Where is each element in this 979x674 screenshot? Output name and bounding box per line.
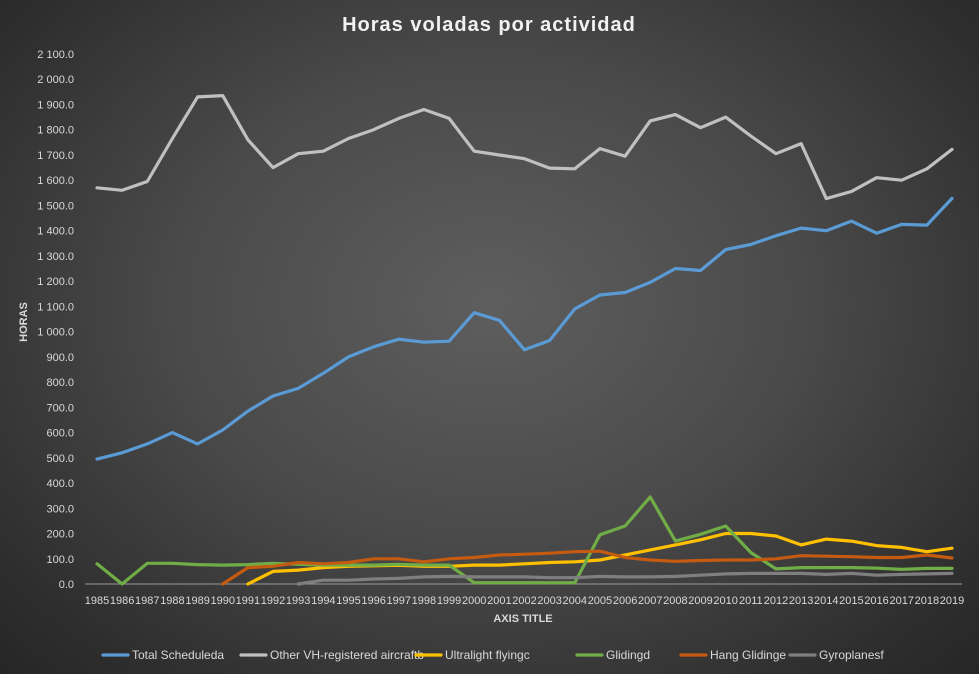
x-tick-label: 1994 xyxy=(311,595,335,607)
y-tick-label: 1 300.0 xyxy=(37,251,74,263)
x-tick-label: 2012 xyxy=(764,595,788,607)
y-tick-label: 1 000.0 xyxy=(37,327,74,339)
y-axis-title: HORAS xyxy=(18,302,30,342)
x-axis-title: AXIS TITLE xyxy=(493,613,552,625)
x-tick-label: 2010 xyxy=(713,595,737,607)
y-tick-label: 700.0 xyxy=(46,402,74,414)
x-axis-tick-labels: 1985 1986 1987 1988 1989 1990 1991 1992 1993 1994… xyxy=(85,595,964,607)
y-tick-label: 2 000.0 xyxy=(37,74,74,86)
x-tick-label: 2013 xyxy=(789,595,813,607)
legend-label: Gyroplanesf xyxy=(819,648,884,662)
x-tick-label: 1999 xyxy=(437,595,461,607)
x-tick-label: 2005 xyxy=(588,595,612,607)
x-tick-label: 2017 xyxy=(889,595,913,607)
y-tick-label: 100.0 xyxy=(46,554,74,566)
x-tick-label: 2000 xyxy=(462,595,486,607)
x-tick-label: 2002 xyxy=(512,595,536,607)
x-tick-label: 2018 xyxy=(915,595,939,607)
x-tick-label: 1988 xyxy=(160,595,184,607)
x-tick-label: 1997 xyxy=(387,595,411,607)
y-tick-label: 900.0 xyxy=(46,352,74,364)
chart-title: Horas voladas por actividad xyxy=(342,14,636,36)
y-tick-label: 0.0 xyxy=(59,579,74,591)
x-tick-label: 2004 xyxy=(563,595,587,607)
y-tick-label: 800.0 xyxy=(46,377,74,389)
x-tick-label: 2015 xyxy=(839,595,863,607)
x-tick-label: 1986 xyxy=(110,595,134,607)
x-tick-label: 1996 xyxy=(361,595,385,607)
x-tick-label: 1992 xyxy=(261,595,285,607)
series-line-6 xyxy=(296,571,954,586)
y-tick-label: 1 100.0 xyxy=(37,301,74,313)
x-tick-label: 2019 xyxy=(940,595,964,607)
y-tick-label: 400.0 xyxy=(46,478,74,490)
series-line-5 xyxy=(221,549,954,586)
y-tick-label: 1 800.0 xyxy=(37,125,74,137)
y-tick-label: 1 700.0 xyxy=(37,150,74,162)
y-axis-tick-labels: 0.0 100.0 200.0 300.0 400.0 500.0 600.0 700.0 80… xyxy=(37,49,74,591)
series-line-4 xyxy=(95,495,954,586)
legend-label: Other VH-registered aircraftb xyxy=(270,648,424,662)
y-tick-label: 1 900.0 xyxy=(37,99,74,111)
x-tick-label: 1991 xyxy=(236,595,260,607)
y-tick-label: 1 500.0 xyxy=(37,200,74,212)
y-tick-label: 300.0 xyxy=(46,503,74,515)
x-tick-label: 1985 xyxy=(85,595,109,607)
series-line-2 xyxy=(95,94,954,201)
x-tick-label: 2008 xyxy=(663,595,687,607)
x-tick-label: 1990 xyxy=(210,595,234,607)
legend-label: Hang Glidinge xyxy=(710,648,786,662)
x-tick-label: 2001 xyxy=(487,595,511,607)
y-tick-label: 2 100.0 xyxy=(37,49,74,61)
x-tick-label: 1993 xyxy=(286,595,310,607)
y-tick-label: 1 600.0 xyxy=(37,175,74,187)
legend: Total Scheduleda Other VH-registered airc… xyxy=(101,648,884,662)
y-tick-label: 200.0 xyxy=(46,529,74,541)
x-tick-label: 2009 xyxy=(688,595,712,607)
x-tick-label: 1989 xyxy=(185,595,209,607)
x-tick-label: 1987 xyxy=(135,595,159,607)
x-tick-label: 2011 xyxy=(739,595,763,607)
x-tick-label: 2007 xyxy=(638,595,662,607)
x-tick-label: 2016 xyxy=(864,595,888,607)
y-tick-label: 500.0 xyxy=(46,453,74,465)
y-tick-label: 1 400.0 xyxy=(37,226,74,238)
x-tick-label: 2014 xyxy=(814,595,838,607)
y-tick-label: 1 200.0 xyxy=(37,276,74,288)
series-lines xyxy=(95,94,954,586)
legend-label: Ultralight flyingc xyxy=(445,648,530,662)
legend-label: Glidingd xyxy=(606,648,650,662)
x-tick-label: 2006 xyxy=(613,595,637,607)
legend-label: Total Scheduleda xyxy=(132,648,224,662)
x-tick-label: 1995 xyxy=(336,595,360,607)
series-line-1 xyxy=(95,196,954,461)
y-tick-label: 600.0 xyxy=(46,428,74,440)
x-tick-label: 2003 xyxy=(537,595,561,607)
x-tick-label: 1998 xyxy=(412,595,436,607)
